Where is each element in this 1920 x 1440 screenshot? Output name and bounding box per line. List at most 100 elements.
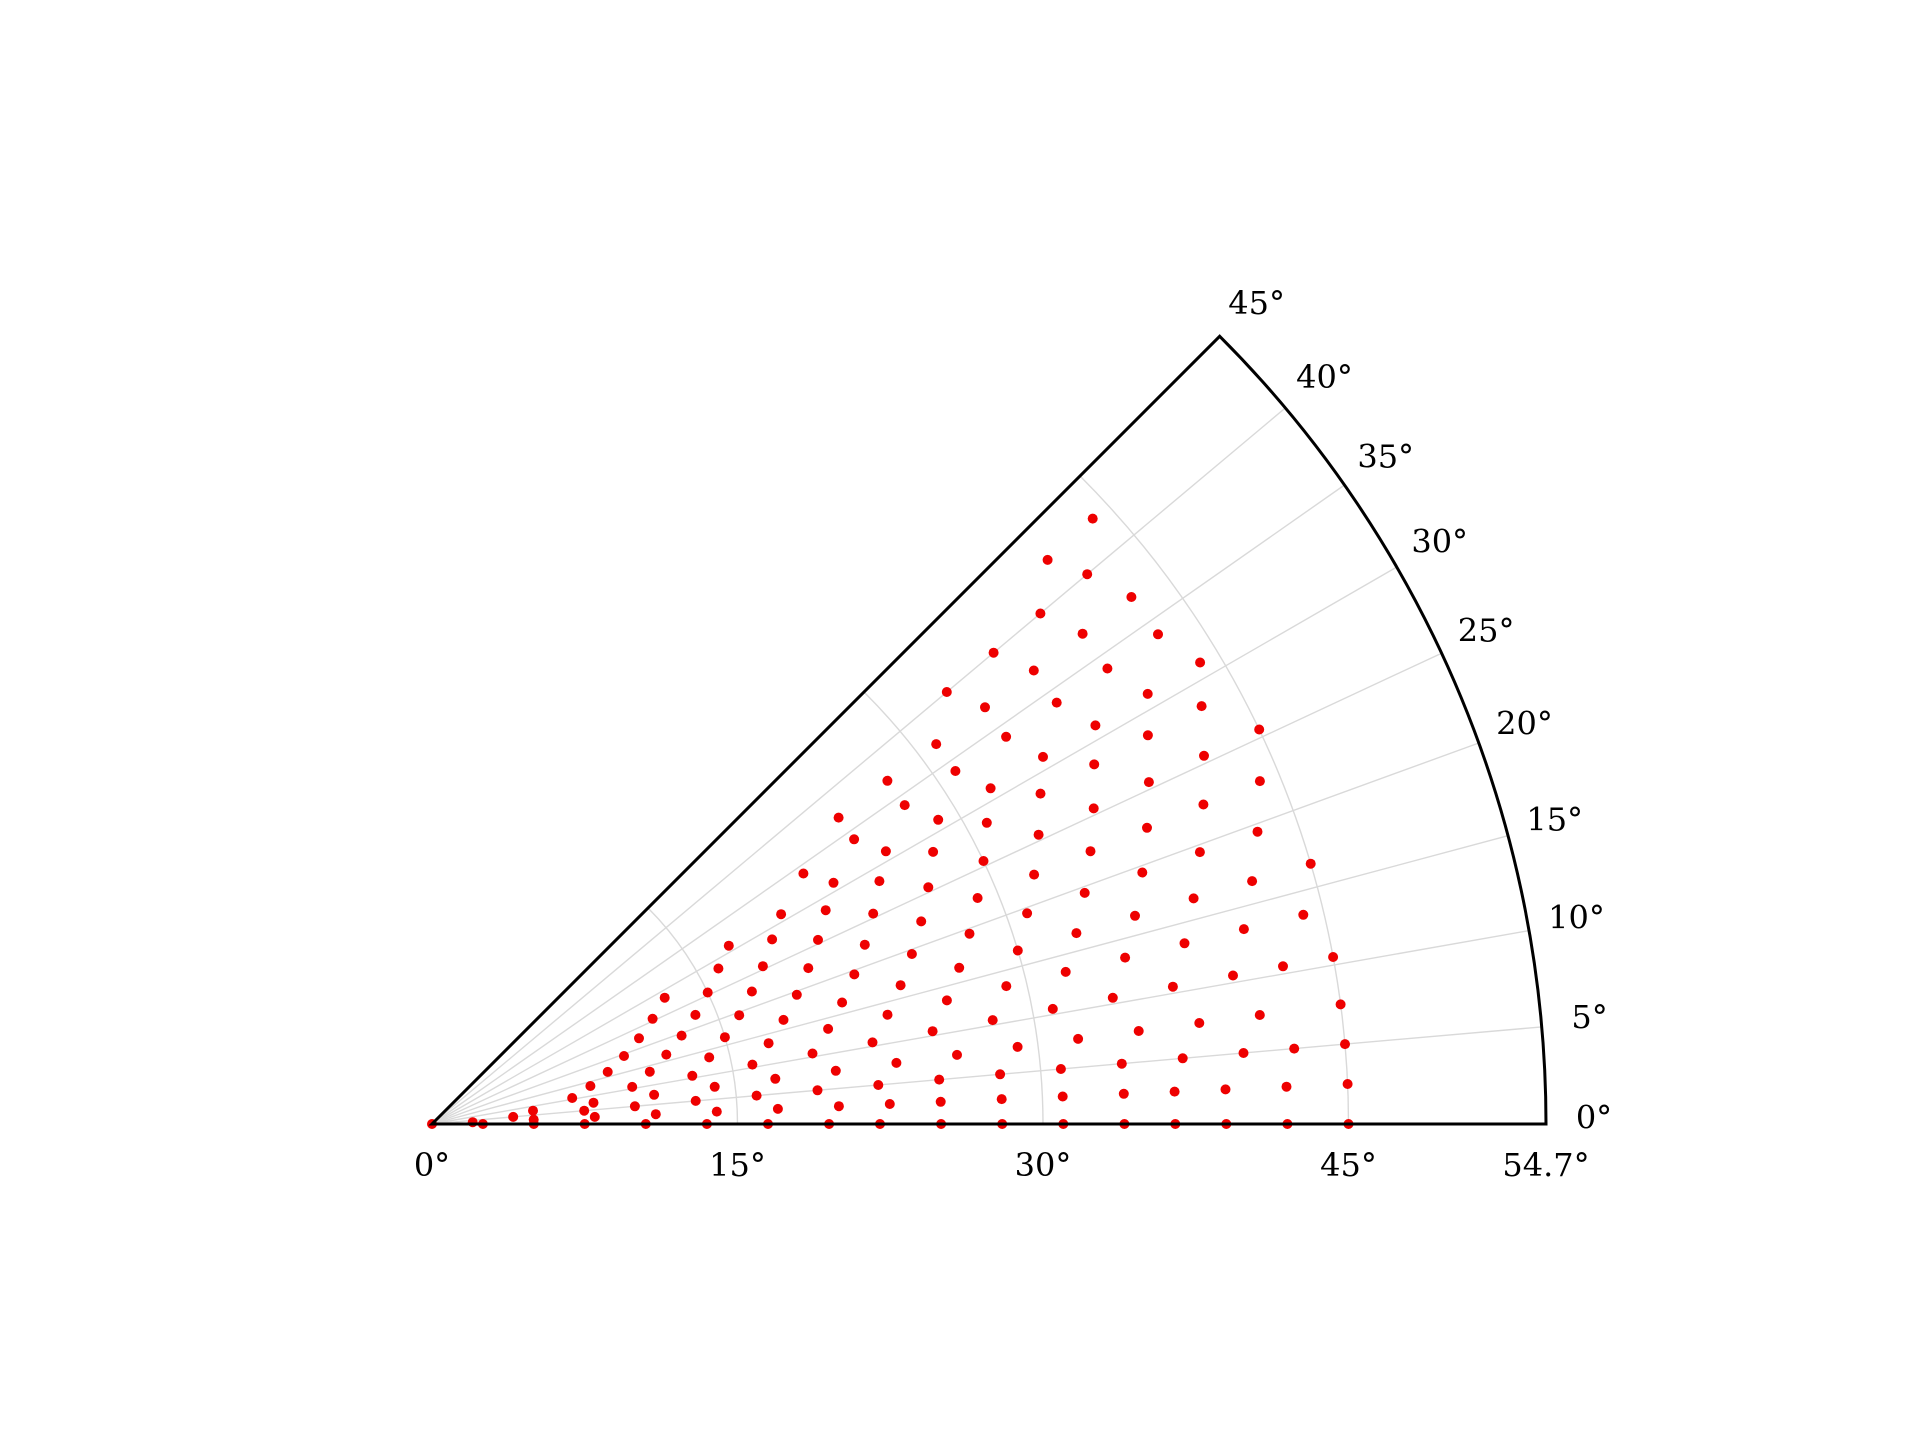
data-point: [1089, 759, 1100, 770]
angular-tick-label: 10°: [1548, 899, 1605, 937]
data-point: [1012, 1041, 1023, 1052]
data-point: [1142, 688, 1153, 699]
data-point: [1289, 1043, 1300, 1054]
data-point: [849, 834, 860, 845]
data-point: [972, 893, 983, 903]
radial-gridline-45: [1079, 475, 1350, 1125]
data-point: [778, 1014, 789, 1025]
data-point: [1047, 1003, 1058, 1014]
data-point: [868, 908, 879, 919]
data-point: [588, 1097, 599, 1108]
angular-tick-label: 25°: [1458, 612, 1515, 650]
data-point: [954, 962, 965, 973]
data-point: [833, 812, 844, 823]
data-point: [849, 969, 860, 980]
data-point: [1179, 938, 1190, 949]
data-point: [1033, 829, 1044, 840]
radial-tick-label: 15°: [709, 1146, 766, 1184]
data-point: [1177, 1053, 1188, 1064]
data-point: [770, 1073, 781, 1084]
data-point: [1238, 924, 1249, 935]
data-point: [634, 1033, 644, 1044]
data-point: [1194, 1018, 1205, 1028]
data-point: [1137, 867, 1148, 878]
data-point: [1298, 909, 1309, 920]
data-point: [702, 987, 713, 998]
data-point: [747, 1059, 758, 1070]
angular-tick-label: 20°: [1496, 705, 1553, 743]
data-point: [676, 1030, 687, 1041]
data-point: [1220, 1084, 1231, 1095]
data-point: [1071, 928, 1082, 939]
data-point: [895, 980, 906, 991]
sector-outline: [428, 334, 1548, 1126]
angular-tick-label: 15°: [1526, 800, 1583, 838]
data-point: [1082, 569, 1093, 580]
angular-gridline-30: [431, 566, 1398, 1125]
data-point: [1188, 893, 1199, 904]
data-point: [935, 1096, 946, 1107]
angular-gridline-25: [431, 652, 1442, 1125]
data-point: [1199, 750, 1209, 761]
data-point: [1254, 724, 1265, 735]
data-point: [934, 1074, 945, 1085]
angular-gridline-35: [431, 484, 1345, 1125]
data-point: [1077, 628, 1088, 639]
data-point: [995, 1069, 1006, 1080]
data-point: [690, 1095, 701, 1106]
data-point: [661, 1049, 672, 1060]
data-point: [891, 1057, 902, 1068]
data-point: [1090, 720, 1101, 731]
data-point: [713, 963, 724, 974]
data-point: [528, 1105, 538, 1116]
tick-labels: 0° 5° 10° 15° 20° 25° 30° 35° 40° 45° 0° 15° 30° 45° 5…: [414, 284, 1612, 1184]
data-point: [1035, 608, 1046, 619]
data-point: [928, 846, 939, 857]
data-point: [807, 1048, 818, 1059]
data-point: [927, 1026, 938, 1037]
data-point: [690, 1009, 701, 1020]
data-point: [791, 989, 802, 1000]
data-point: [1342, 1079, 1353, 1089]
data-point: [1055, 1064, 1066, 1074]
data-point: [746, 986, 757, 997]
data-point: [1254, 1010, 1265, 1020]
data-point: [941, 687, 952, 697]
data-point: [996, 1094, 1007, 1105]
data-point: [981, 817, 992, 828]
data-point: [980, 702, 990, 713]
data-point: [1238, 1048, 1249, 1058]
data-point: [776, 909, 787, 920]
data-point: [751, 1090, 762, 1101]
data-point: [964, 928, 975, 939]
data-point: [812, 1085, 823, 1096]
data-point: [923, 882, 934, 893]
data-point: [734, 1010, 745, 1021]
data-point: [567, 1093, 578, 1103]
angular-gridline-40: [431, 407, 1286, 1125]
data-point: [579, 1105, 590, 1116]
data-point: [508, 1111, 519, 1122]
data-point: [711, 1106, 722, 1117]
data-points: [427, 513, 1354, 1129]
data-point: [1001, 731, 1012, 742]
data-point: [1335, 999, 1346, 1010]
data-point: [1029, 869, 1040, 880]
data-point: [1126, 592, 1137, 602]
data-point: [1281, 1081, 1292, 1092]
data-point: [952, 1049, 962, 1060]
data-point: [659, 992, 670, 1003]
data-point: [867, 1037, 878, 1048]
angular-tick-label: 45°: [1228, 284, 1285, 322]
data-point: [1194, 847, 1205, 858]
data-point: [1012, 945, 1023, 956]
data-point: [828, 877, 839, 888]
angular-gridline-5: [431, 1026, 1542, 1125]
data-point: [1042, 554, 1053, 565]
data-point: [1118, 1088, 1129, 1099]
data-point: [820, 905, 831, 916]
data-point: [1107, 992, 1118, 1003]
data-point: [1143, 777, 1154, 788]
data-point: [803, 963, 814, 974]
